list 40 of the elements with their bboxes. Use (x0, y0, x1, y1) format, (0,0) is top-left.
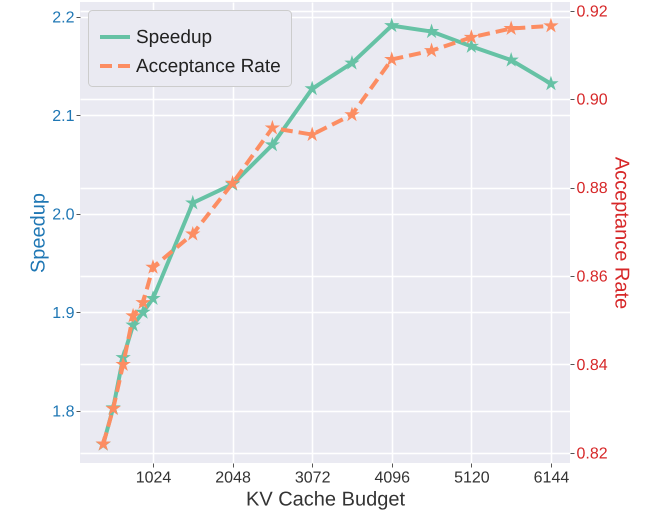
y2-tick-label: 0.88 (576, 180, 608, 198)
y2-axis-title: Acceptance Rate (610, 156, 633, 310)
y2-tick-label: 0.90 (576, 92, 608, 109)
point (464, 29, 480, 44)
x-tick-label: 3072 (294, 470, 331, 486)
x-tick-label: 2048 (215, 470, 251, 486)
x-tick-label: 1024 (136, 470, 172, 486)
x-axis-title: KV Cache Budget (246, 488, 406, 510)
point (424, 42, 440, 58)
y2-tick-label: 0.84 (576, 356, 608, 374)
point (185, 226, 200, 241)
point (543, 76, 559, 90)
point (264, 120, 280, 134)
y2-tick-label: 0.92 (576, 3, 608, 20)
x-tick-label: 4096 (374, 470, 410, 486)
point (304, 80, 320, 96)
point (384, 18, 400, 32)
point (344, 106, 360, 122)
legend-label: Acceptance Rate (136, 56, 281, 77)
y-tick-label: 2.1 (52, 108, 75, 125)
point (115, 356, 131, 371)
point (344, 55, 360, 70)
x-tick-label: 6144 (534, 470, 570, 486)
point (503, 20, 519, 36)
point (135, 304, 151, 319)
y-tick-label: 1.9 (52, 304, 75, 322)
x-tick-label: 5120 (454, 470, 490, 486)
point (264, 136, 280, 152)
point (145, 259, 161, 274)
y2-tick-label: 0.82 (576, 445, 608, 462)
point (145, 290, 161, 306)
y-tick-label: 1.8 (52, 403, 75, 420)
point (543, 18, 559, 32)
y-tick-label: 2.0 (52, 206, 75, 224)
y-tick-label: 2.2 (52, 9, 75, 26)
point (135, 294, 151, 310)
point (125, 308, 141, 322)
y-axis-title: Speedup (27, 192, 50, 274)
legend-label: Speedup (136, 27, 212, 48)
y2-tick-label: 0.86 (576, 268, 608, 286)
